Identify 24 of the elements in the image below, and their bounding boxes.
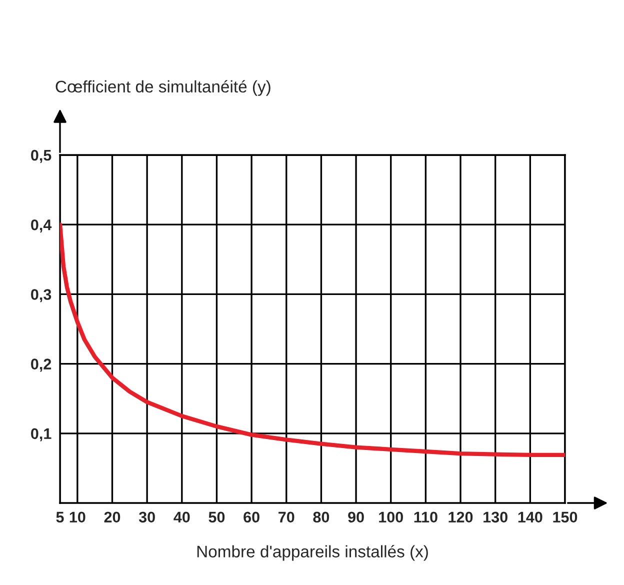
x-tick-label: 80: [313, 512, 330, 523]
y-tick-label: 0,2: [31, 358, 52, 372]
x-tick-label: 150: [553, 512, 578, 523]
y-tick-label: 0,3: [31, 289, 52, 302]
x-tick-label: 40: [174, 512, 190, 523]
x-tick-label: 5: [56, 512, 64, 523]
x-tick-label: 110: [414, 512, 438, 523]
y-axis-title: Cœfficient de simultanéité (y): [56, 80, 270, 96]
x-tick-label: 130: [484, 512, 508, 523]
x-tick-label: 50: [208, 512, 225, 523]
x-tick-label: 120: [448, 512, 473, 523]
y-tick-label: 0,4: [31, 219, 52, 232]
y-tick-label: 0,5: [31, 150, 52, 163]
x-tick-label: 10: [70, 512, 86, 523]
y-tick-label: 0,1: [31, 428, 52, 442]
x-tick-label: 100: [379, 512, 403, 523]
x-tick-label: 60: [244, 512, 260, 523]
x-tick-label: 140: [518, 512, 542, 523]
x-tick-label: 90: [348, 512, 364, 523]
x-tick-label: 30: [138, 512, 155, 523]
x-axis-title: Nombre d'appareils installés (x): [197, 545, 428, 561]
line-series: [60, 222, 565, 458]
x-tick-label: 20: [104, 512, 120, 523]
x-tick-label: 70: [278, 512, 294, 523]
